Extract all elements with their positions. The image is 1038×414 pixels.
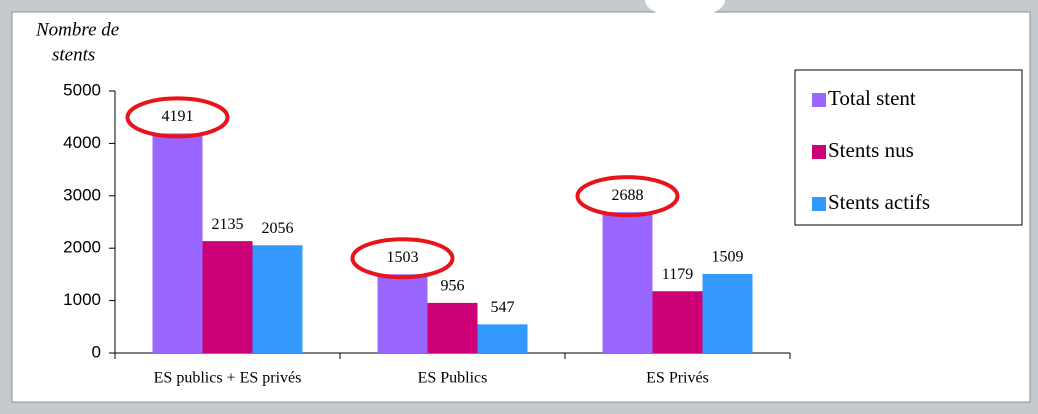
bar [202,241,253,353]
x-tick-label: ES publics + ES privés [154,370,302,387]
y-tick-label: 5000 [63,80,101,99]
legend-label: Stents actifs [828,190,930,214]
value-label: 2135 [212,216,244,233]
value-label: 1509 [712,249,744,266]
x-tick-label: ES Privés [646,370,709,387]
legend-swatch [812,145,826,159]
decoration [645,0,725,18]
value-label: 2056 [262,220,294,237]
legend [794,69,1023,226]
y-tick-label: 0 [92,342,101,361]
bar [427,302,478,353]
highlight [350,237,455,280]
value-label: 4191 [162,108,194,125]
value-label: 547 [491,299,515,316]
legend-swatch [812,93,826,107]
bar [602,212,653,353]
y-label: Nombre de [35,19,119,40]
bar [377,274,428,353]
bar [252,245,303,353]
y-tick-label: 4000 [63,133,101,152]
bar [652,291,703,353]
bar [477,324,528,353]
value-label: 956 [441,278,465,295]
legend-swatch [812,197,826,211]
y-label: stents [52,44,95,65]
value-label: 1503 [387,249,419,266]
legend-label: Stents nus [828,138,914,162]
bar [152,133,203,353]
y-tick-label: 2000 [63,238,101,257]
value-label: 2688 [612,187,644,204]
y-tick-label: 3000 [63,185,101,204]
x-tick-label: ES Publics [418,370,488,387]
value-label: 1179 [662,266,693,283]
highlight [125,96,230,139]
bar [702,273,753,353]
y-tick-label: 1000 [63,290,101,309]
legend-label: Total stent [828,86,916,110]
highlight [575,175,680,218]
